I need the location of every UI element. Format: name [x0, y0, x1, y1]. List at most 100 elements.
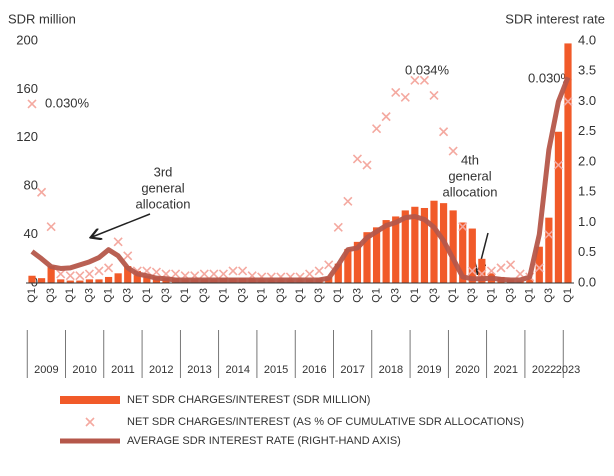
bar	[372, 227, 381, 283]
cross	[171, 269, 181, 279]
y2-axis-title: SDR interest rate	[505, 11, 605, 26]
x-tick-label: Q1	[485, 288, 497, 303]
x-tick-label: Q3	[351, 288, 363, 303]
bar	[47, 266, 55, 283]
cross	[506, 260, 516, 270]
cross	[218, 269, 228, 279]
annotation: 3rd	[154, 164, 173, 179]
cross	[104, 263, 114, 273]
x-tick-label: Q1	[141, 288, 153, 303]
x-tick-label: Q1	[217, 288, 229, 303]
x-tick-label: Q3	[160, 288, 172, 303]
cross	[400, 92, 410, 102]
cross	[458, 222, 468, 232]
cross	[496, 263, 506, 273]
cross	[563, 96, 573, 107]
annotation: 0.030%	[45, 95, 90, 110]
cross	[343, 196, 353, 206]
x-group-label: 2010	[72, 364, 96, 376]
annotation: 0.034%	[405, 62, 450, 77]
annotation: 0.030%	[528, 70, 573, 85]
bar	[104, 276, 113, 283]
x-tick-label: Q3	[236, 288, 248, 303]
cross	[372, 124, 382, 134]
x-tick-label: Q1	[370, 288, 382, 303]
bar	[133, 270, 141, 283]
bar	[401, 210, 409, 283]
cross	[419, 75, 429, 85]
x-group-label: 2017	[340, 364, 364, 376]
y2-tick-label: 0.5	[578, 244, 596, 259]
y-tick-label: 160	[16, 81, 38, 96]
cross	[314, 266, 324, 276]
x-group-label: 2018	[379, 364, 403, 376]
y-tick-label: 120	[16, 129, 38, 144]
annotation: 4th	[461, 152, 479, 167]
bar	[353, 241, 362, 283]
cross	[238, 266, 248, 276]
cross	[429, 90, 439, 101]
x-tick-label: Q1	[64, 288, 76, 303]
cross	[151, 267, 161, 277]
y2-tick-label: 2.0	[578, 153, 596, 168]
bar	[143, 275, 151, 283]
x-group-label: 2019	[417, 364, 441, 376]
cross	[27, 99, 37, 109]
bar	[459, 222, 467, 283]
cross	[467, 266, 477, 276]
x-group-label: 2020	[455, 364, 479, 376]
cross	[486, 266, 496, 276]
x-group-label: 2013	[187, 364, 211, 376]
bar	[564, 43, 572, 283]
bar	[420, 207, 429, 283]
y-tick-label: 40	[24, 226, 38, 241]
cross	[324, 260, 334, 270]
legend-label: NET SDR CHARGES/INTEREST (SDR MILLION)	[127, 394, 370, 406]
x-tick-label: Q3	[198, 288, 210, 303]
cross	[305, 269, 315, 279]
bar	[57, 279, 65, 283]
x-group-label: 2021	[494, 364, 518, 376]
cross	[84, 269, 94, 279]
y2-tick-label: 2.5	[578, 123, 596, 138]
legend-bar	[60, 396, 120, 404]
legend-cross	[85, 417, 95, 427]
x-tick-label: Q1	[409, 288, 421, 303]
x-tick-label: Q3	[275, 288, 287, 303]
x-tick-label: Q3	[390, 288, 402, 303]
legend-label: NET SDR CHARGES/INTEREST (AS % OF CUMULA…	[127, 416, 524, 428]
y2-tick-label: 3.5	[578, 63, 596, 78]
cross	[113, 237, 123, 247]
y2-tick-label: 3.0	[578, 93, 596, 108]
bar	[430, 200, 438, 283]
bar	[37, 278, 46, 283]
annotation: allocation	[136, 196, 191, 211]
y-tick-label: 80	[24, 178, 38, 193]
legend: NET SDR CHARGES/INTEREST (SDR MILLION) N…	[60, 394, 524, 447]
cross	[123, 251, 133, 261]
bar	[449, 210, 457, 283]
annotation: allocation	[443, 184, 498, 199]
x-tick-label: Q3	[466, 288, 478, 303]
x-group-label: 2015	[264, 364, 288, 376]
bar	[124, 266, 132, 283]
x-group-label: 2022	[532, 364, 556, 376]
bar	[411, 206, 419, 283]
x-tick-label: Q3	[83, 288, 95, 303]
cross	[352, 154, 362, 164]
x-tick-label: Q1	[26, 288, 38, 303]
bar	[535, 246, 543, 283]
x-tick-label: Q3	[428, 288, 440, 303]
x-tick-label: Q1	[256, 288, 268, 303]
x-tick-label: Q3	[313, 288, 325, 303]
cross	[381, 112, 391, 122]
annotation: general	[141, 180, 184, 195]
x-tick-label: Q3	[543, 288, 555, 303]
cross	[94, 266, 104, 276]
x-group-label: 2012	[149, 364, 173, 376]
bar	[95, 279, 103, 283]
y2-tick-label: 0.0	[578, 274, 596, 289]
legend-label: AVERAGE SDR INTEREST RATE (RIGHT-HAND AX…	[127, 435, 401, 447]
y-tick-label: 200	[16, 32, 38, 47]
bar	[334, 263, 342, 283]
